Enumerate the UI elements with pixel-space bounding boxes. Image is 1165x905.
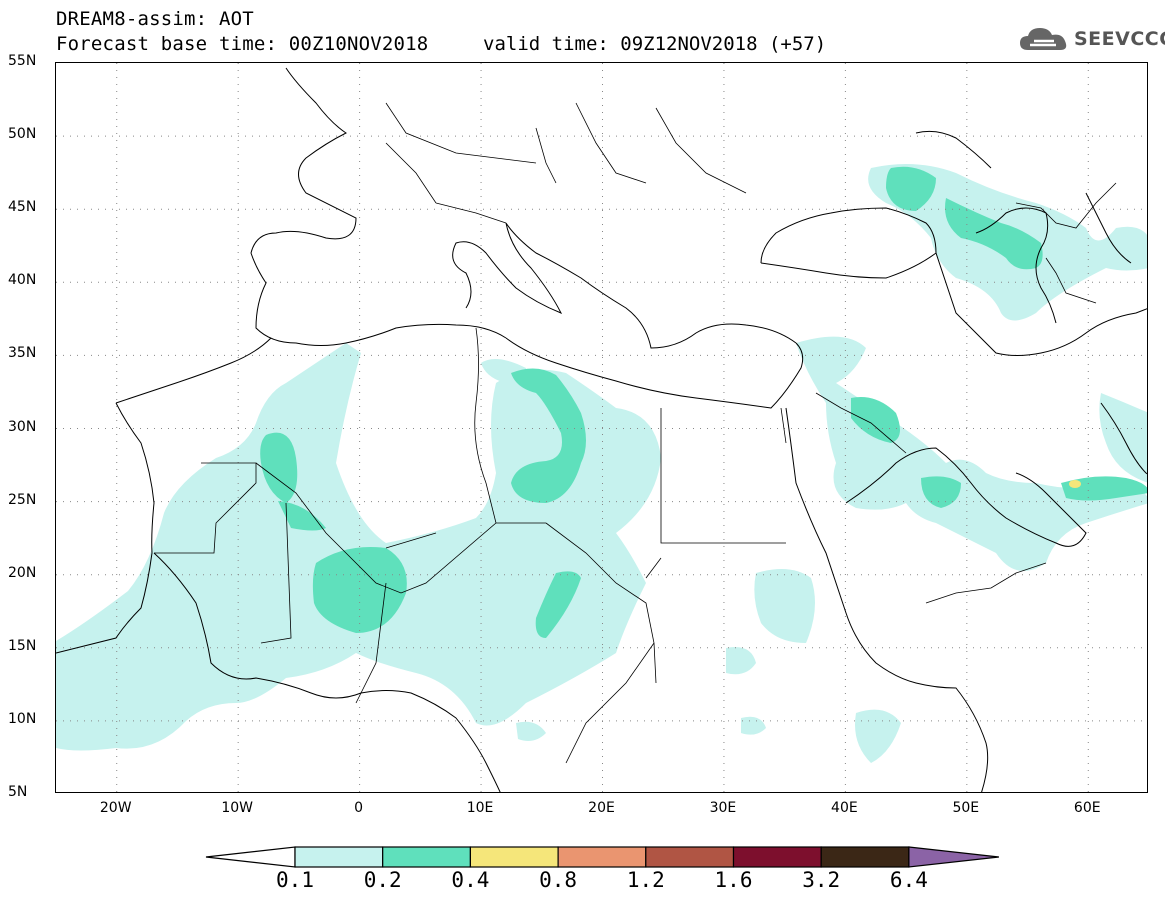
colorbar-tick-label: 1.6 xyxy=(714,868,753,892)
colorbar-under-triangle xyxy=(205,846,296,868)
aot-field-0.4 xyxy=(1069,480,1081,488)
colorbar-segment xyxy=(382,846,471,868)
lat-tick-label: 20N xyxy=(8,564,37,581)
colorbar-over-triangle xyxy=(908,846,999,868)
lat-tick-label: 10N xyxy=(8,710,37,727)
colorbar-segment xyxy=(732,846,822,868)
lat-tick-label: 5N xyxy=(8,784,28,800)
colorbar-tick-label: 0.1 xyxy=(276,868,314,892)
colorbar-segment xyxy=(820,846,910,868)
lat-tick-label: 50N xyxy=(8,126,37,143)
lon-tick-label: 60E xyxy=(1073,800,1101,816)
colorbar-segment xyxy=(645,846,735,868)
coastlines xyxy=(56,67,1147,792)
colorbar-tick-label: 0.8 xyxy=(539,868,578,892)
lat-tick-label: 40N xyxy=(8,272,37,289)
lat-tick-label: 55N xyxy=(8,53,37,69)
lat-tick-label: 35N xyxy=(8,345,37,362)
aot-field-0.2 xyxy=(260,166,1147,638)
lon-tick-label: 50E xyxy=(952,800,980,816)
lat-tick-label: 15N xyxy=(8,637,37,654)
valid-time: valid time: 09Z12NOV2018 (+57) xyxy=(483,33,827,55)
seevccc-logo: SEEVCCC xyxy=(1018,24,1165,54)
map-title: DREAM8-assim: AOT xyxy=(56,8,254,30)
lon-tick-label: 0 xyxy=(354,800,364,816)
aot-colorbar xyxy=(205,846,999,868)
borders xyxy=(154,102,1117,764)
lon-tick-label: 40E xyxy=(831,800,858,816)
logo-text: SEEVCCC xyxy=(1074,28,1165,50)
aot-map xyxy=(56,63,1147,792)
aot-field-0.1 xyxy=(56,164,1147,763)
forecast-base-time: Forecast base time: 00Z10NOV2018 xyxy=(56,33,429,55)
lon-tick-label: 30E xyxy=(709,800,737,816)
colorbar-segment xyxy=(294,846,384,868)
colorbar-tick-label: 0.4 xyxy=(451,868,490,892)
colorbar-segment xyxy=(557,846,647,868)
lon-tick-label: 20W xyxy=(99,800,132,816)
colorbar-tick-label: 1.2 xyxy=(626,868,665,892)
colorbar-segment xyxy=(469,846,559,868)
cloud-icon xyxy=(1020,28,1067,50)
lon-tick-label: 10W xyxy=(221,800,253,816)
lat-tick-label: 25N xyxy=(8,491,37,508)
colorbar-tick-label: 0.2 xyxy=(363,868,402,892)
map-panel xyxy=(55,62,1148,793)
lon-tick-label: 20E xyxy=(588,800,615,816)
colorbar-tick-label: 3.2 xyxy=(802,868,841,892)
lon-tick-label: 10E xyxy=(466,800,494,816)
lat-tick-label: 30N xyxy=(8,418,37,435)
colorbar-tick-label: 6.4 xyxy=(889,868,928,892)
lat-tick-label: 45N xyxy=(8,199,37,216)
gridlines xyxy=(56,63,1147,792)
